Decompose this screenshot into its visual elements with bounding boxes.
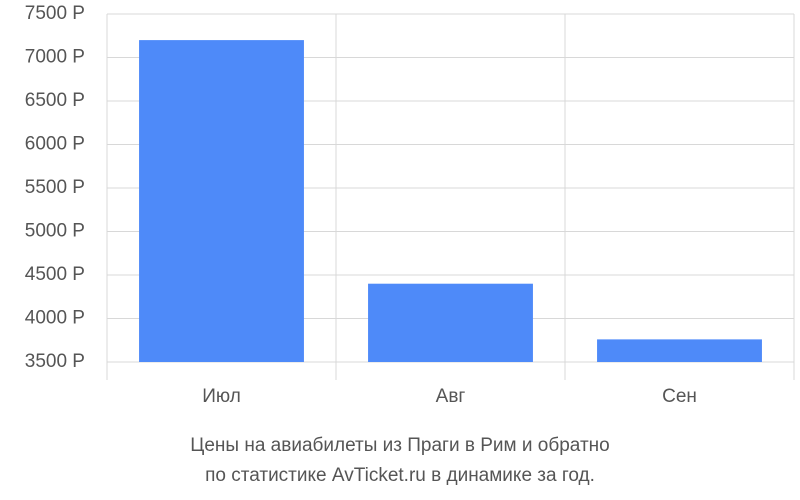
y-tick-label: 5000 Р — [25, 221, 85, 242]
y-tick-label: 5500 Р — [25, 177, 85, 198]
x-tick-label: Июл — [202, 386, 241, 407]
bar — [597, 339, 762, 362]
chart-title: по статистике AvTicket.ru в динамике за … — [205, 465, 595, 486]
y-tick-label: 6500 Р — [25, 90, 85, 111]
bar — [139, 40, 304, 362]
x-tick-label: Авг — [436, 386, 466, 407]
y-tick-label: 4000 Р — [25, 308, 85, 329]
chart-title: Цены на авиабилеты из Праги в Рим и обра… — [190, 435, 609, 456]
y-tick-label: 3500 Р — [25, 351, 85, 372]
y-tick-label: 6000 Р — [25, 134, 85, 155]
y-tick-label: 4500 Р — [25, 264, 85, 285]
bar — [368, 283, 533, 362]
y-tick-label: 7000 Р — [25, 47, 85, 68]
x-tick-label: Сен — [662, 386, 697, 407]
y-tick-label: 7500 Р — [25, 3, 85, 24]
